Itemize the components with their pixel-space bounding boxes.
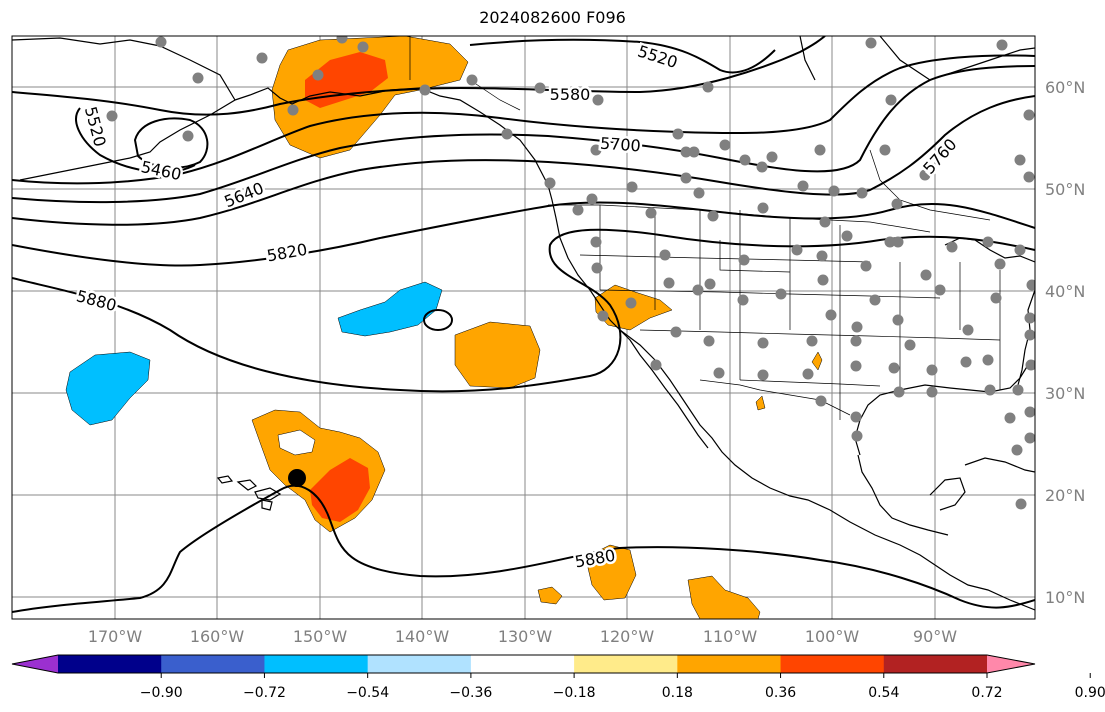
storm-center-marker [288, 469, 306, 487]
colorbar-segment [58, 655, 162, 673]
lat-tick: 60°N [1045, 78, 1085, 97]
contour-5760 [12, 95, 1035, 226]
station-markers [106, 36, 1035, 510]
colorbar-segment [677, 655, 782, 673]
positive-anomaly-region-pacific [454, 321, 541, 389]
colorbar-tick-label: 0.90 [1075, 685, 1105, 701]
lon-tick: 140°W [395, 627, 450, 646]
colorbar-segment [367, 655, 472, 673]
colorbar-tick-label: −0.72 [243, 685, 286, 701]
colorbar-extend-low [12, 655, 58, 673]
colorbar-tick-label: −0.18 [553, 685, 596, 701]
coastlines [12, 36, 1035, 611]
lon-tick: 110°W [703, 627, 758, 646]
colorbar-tick-label: −0.36 [449, 685, 492, 701]
colorbar [11, 654, 1036, 674]
lon-tick: 100°W [805, 627, 860, 646]
colorbar-segment [470, 655, 575, 673]
latitude-ticks: 60°N 50°N 40°N 30°N 20°N 10°N [1045, 78, 1085, 607]
contour-label: 5580 [550, 85, 591, 104]
positive-anomaly-region-south-2 [687, 575, 761, 619]
longitude-ticks: 170°W 160°W 150°W 140°W 130°W 120°W 110°… [88, 627, 957, 646]
positive-anomaly-region-south-1 [587, 544, 637, 601]
political-borders [409, 36, 1001, 420]
contour-small-loop [423, 309, 453, 331]
lat-tick: 40°N [1045, 282, 1085, 301]
colorbar-tick-label: −0.54 [346, 685, 389, 701]
strong-anomaly-region-hawaii [310, 458, 370, 522]
colorbar-segment [161, 655, 265, 673]
colorbar-tick-label: −0.90 [140, 685, 183, 701]
lat-tick: 30°N [1045, 384, 1085, 403]
negative-anomaly-region-central [337, 281, 443, 337]
lon-tick: 90°W [913, 627, 957, 646]
map-title: 2024082600 F096 [479, 8, 626, 27]
contour-5880-north [12, 228, 1035, 393]
lon-tick: 160°W [190, 627, 245, 646]
colorbar-extend-high [987, 655, 1035, 673]
colorbar-segment [780, 655, 885, 673]
colorbar-tick-label: 0.54 [868, 685, 899, 701]
height-contours [12, 36, 1035, 613]
contour-5640 [12, 54, 1035, 185]
contour-5820 [12, 201, 1035, 267]
colorbar-tick-label: 0.36 [765, 685, 796, 701]
contour-5580 [12, 36, 826, 116]
colorbar-tick-label: 0.72 [971, 685, 1002, 701]
positive-anomaly-region-texas [811, 351, 823, 371]
colorbar-tick-label: 0.18 [662, 685, 693, 701]
lat-tick: 50°N [1045, 180, 1085, 199]
colorbar-segment [264, 655, 369, 673]
contour-5520 [75, 38, 776, 174]
colorbar-ticks: −0.90 −0.72 −0.54 −0.36 −0.18 0.18 0.36 0.54 0.7… [140, 673, 1105, 701]
positive-anomaly-hole-hawaii [277, 429, 316, 456]
contour-5460 [133, 117, 209, 169]
strong-anomaly-region-gulf-alaska [305, 52, 388, 108]
lon-tick: 130°W [498, 627, 553, 646]
colorbar-segment [574, 655, 678, 673]
colorbar-segment [883, 655, 988, 673]
negative-anomaly-region-west [65, 351, 151, 426]
contour-label: 5700 [599, 134, 641, 156]
positive-anomaly-region-gulf [755, 395, 766, 411]
positive-anomaly-region-south-3 [537, 586, 563, 605]
colorbar-outline [11, 654, 1036, 674]
map-frame [11, 35, 1036, 620]
lon-tick: 170°W [88, 627, 143, 646]
contour-5880-south [12, 484, 1035, 613]
lon-tick: 150°W [293, 627, 348, 646]
contour-5700 [12, 65, 1035, 204]
lat-tick: 10°N [1045, 588, 1085, 607]
lon-tick: 120°W [600, 627, 655, 646]
lat-tick: 20°N [1045, 486, 1085, 505]
